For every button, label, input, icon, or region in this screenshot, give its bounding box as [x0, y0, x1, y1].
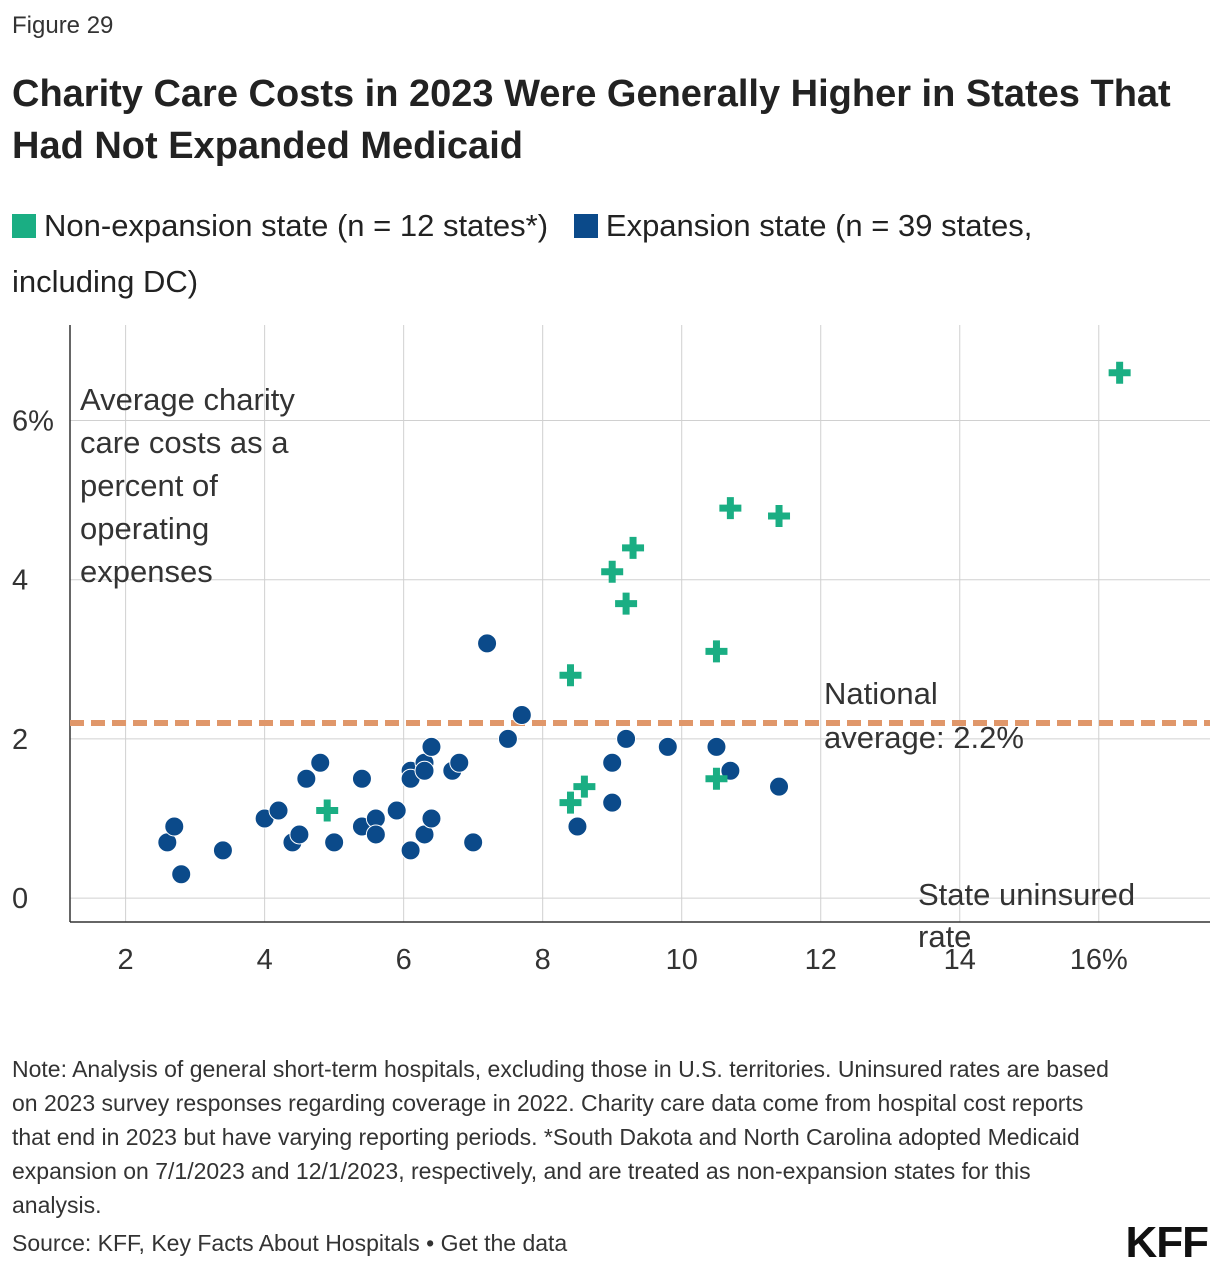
national-average-label: average: 2.2% — [824, 720, 1024, 755]
expansion-point — [164, 816, 185, 837]
expansion-point — [400, 840, 421, 861]
x-tick-label: 12 — [805, 944, 837, 976]
y-axis-label: operating — [80, 511, 209, 546]
non-expansion-point — [1108, 361, 1131, 384]
x-tick-label: 16% — [1070, 944, 1128, 976]
expansion-point — [351, 768, 372, 789]
x-tick-label: 8 — [535, 944, 551, 976]
non-expansion-point — [316, 799, 339, 822]
x-tick-label: 14 — [944, 944, 976, 976]
expansion-point — [212, 840, 233, 861]
expansion-point — [324, 832, 345, 853]
kff-logo: KFF — [1125, 1218, 1209, 1267]
x-tick-label: 6 — [396, 944, 412, 976]
expansion-point — [602, 792, 623, 813]
y-tick-label: 4 — [12, 565, 28, 597]
non-expansion-point — [705, 767, 728, 790]
expansion-point — [421, 808, 442, 829]
national-average-label: National — [824, 676, 938, 711]
non-expansion-point — [615, 592, 638, 615]
legend-swatch-non-expansion — [12, 214, 36, 238]
figure-label: Figure 29 — [12, 12, 114, 39]
non-expansion-point — [622, 536, 645, 559]
legend-label: Non-expansion state (n = 12 states*) — [44, 208, 549, 243]
non-expansion-point — [573, 775, 596, 798]
expansion-point — [171, 864, 192, 885]
expansion-point — [449, 752, 470, 773]
expansion-point — [511, 705, 532, 726]
expansion-point — [386, 800, 407, 821]
x-tick-label: 4 — [257, 944, 273, 976]
expansion-point — [602, 752, 623, 773]
chart-title: Charity Care Costs in 2023 Were Generall… — [12, 73, 1171, 167]
expansion-point — [463, 832, 484, 853]
expansion-point — [567, 816, 588, 837]
non-expansion-point — [768, 505, 791, 528]
expansion-point — [657, 736, 678, 757]
expansion-point — [616, 728, 637, 749]
y-tick-label: 0 — [12, 883, 28, 915]
expansion-point — [310, 752, 331, 773]
legend-item-expansion: Expansion state (n = 39 states, includin… — [12, 208, 1032, 299]
source: Source: KFF, Key Facts About Hospitals •… — [12, 1230, 568, 1256]
legend: Non-expansion state (n = 12 states*) Exp… — [12, 198, 1162, 310]
expansion-point — [365, 824, 386, 845]
expansion-point — [706, 736, 727, 757]
y-axis-label: Average charity — [80, 382, 295, 417]
note: Note: Analysis of general short-term hos… — [12, 1056, 1109, 1218]
expansion-point — [414, 760, 435, 781]
expansion-point — [268, 800, 289, 821]
non-expansion-point — [601, 560, 624, 583]
expansion-point — [289, 824, 310, 845]
expansion-point — [497, 728, 518, 749]
y-tick-label: 2 — [12, 724, 28, 756]
legend-item-non-expansion: Non-expansion state (n = 12 states*) — [12, 208, 548, 243]
legend-swatch-expansion — [573, 214, 598, 238]
expansion-point — [477, 633, 498, 654]
y-axis-label: expenses — [80, 554, 213, 589]
x-tick-label: 10 — [666, 944, 698, 976]
y-axis-label: percent of — [80, 468, 218, 503]
expansion-point — [296, 768, 317, 789]
expansion-point — [421, 736, 442, 757]
y-tick-label: 6% — [12, 406, 54, 438]
non-expansion-point — [559, 791, 582, 814]
x-axis-label: rate — [918, 919, 971, 954]
x-axis-label: State uninsured — [918, 877, 1135, 912]
expansion-point — [769, 776, 790, 797]
non-expansion-point — [705, 640, 728, 663]
non-expansion-point — [559, 664, 582, 687]
legend-label: Expansion state (n = 39 states, includin… — [12, 208, 1033, 299]
x-tick-label: 2 — [118, 944, 134, 976]
y-axis-label: care costs as a — [80, 425, 289, 460]
non-expansion-point — [719, 497, 742, 520]
